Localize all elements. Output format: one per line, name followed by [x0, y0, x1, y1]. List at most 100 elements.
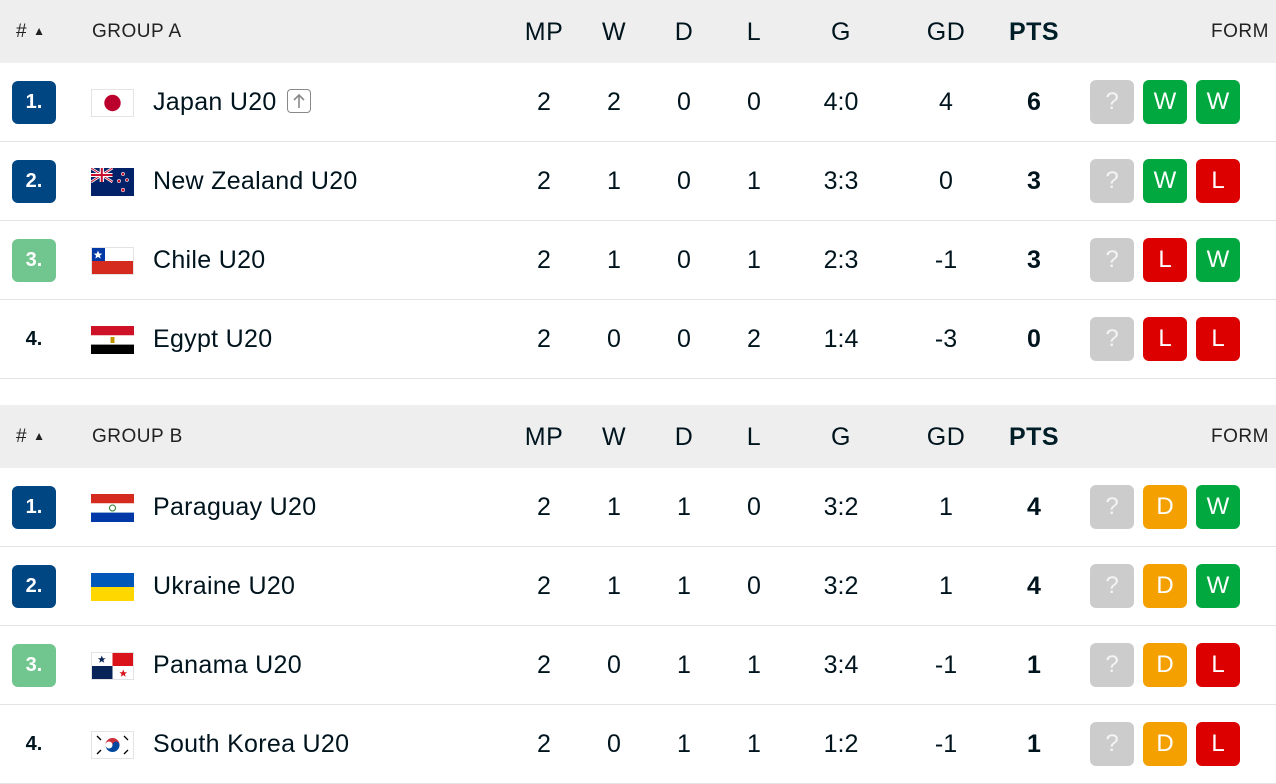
form-badge-upcoming[interactable]: ?: [1090, 564, 1134, 608]
table-row[interactable]: 4. Egypt U20 2 0 0 2 1:4 -3 0 ? L L: [0, 300, 1276, 379]
form-badge-loss[interactable]: L: [1143, 238, 1187, 282]
cell-w: 1: [607, 572, 621, 600]
table-row[interactable]: 3. Chile U20 2 1 0 1 2:3 -1 3 ? L W: [0, 221, 1276, 300]
cell-w: 1: [607, 167, 621, 195]
cell-mp: 2: [537, 572, 551, 600]
rank-badge: 2.: [12, 160, 56, 203]
form-badge-draw[interactable]: D: [1143, 722, 1187, 766]
rank-badge: 3.: [12, 239, 56, 282]
col-mp[interactable]: MP: [524, 423, 564, 451]
form-badge-win[interactable]: W: [1143, 159, 1187, 203]
cell-goals: 2:3: [823, 246, 859, 274]
cell-w: 2: [607, 88, 621, 116]
col-g[interactable]: G: [831, 423, 851, 451]
table-row[interactable]: 2. Ukraine U20 2 1 1 0 3:2 1 4 ? D W: [0, 547, 1276, 626]
cell-d: 1: [677, 730, 691, 758]
team-name-link[interactable]: Egypt U20: [153, 325, 273, 353]
cell-pts: 6: [1027, 88, 1041, 116]
table-row[interactable]: 1. Japan U20 2 2 0 0 4:0 4 6 ? W W: [0, 63, 1276, 142]
table-row[interactable]: 2. New Zealand U20 2 1 0 1 3:3 0 3 ? W L: [0, 142, 1276, 221]
form-badge-loss[interactable]: L: [1196, 159, 1240, 203]
form-badge-upcoming[interactable]: ?: [1090, 238, 1134, 282]
form-badge-win[interactable]: W: [1196, 485, 1240, 529]
col-mp[interactable]: MP: [524, 18, 564, 46]
cell-l: 0: [747, 572, 761, 600]
form-badge-draw[interactable]: D: [1143, 564, 1187, 608]
form-badge-win[interactable]: W: [1196, 564, 1240, 608]
sort-rank-header[interactable]: # ▲: [16, 426, 46, 447]
cell-w: 1: [607, 493, 621, 521]
col-d[interactable]: D: [674, 18, 694, 46]
group-a-table: # ▲ GROUP A MP W D L G GD PTS FORM 1. Jap…: [0, 0, 1276, 379]
table-header: # ▲ GROUP A MP W D L G GD PTS FORM: [0, 0, 1276, 63]
cell-l: 1: [747, 651, 761, 679]
col-l[interactable]: L: [746, 423, 762, 451]
team-name-link[interactable]: Ukraine U20: [153, 572, 296, 600]
form-badge-upcoming[interactable]: ?: [1090, 80, 1134, 124]
flag-panama: [91, 652, 134, 680]
form-badge-loss[interactable]: L: [1196, 317, 1240, 361]
flag-chile: [91, 247, 134, 275]
col-form: FORM: [1211, 21, 1269, 42]
cell-gd: -1: [934, 651, 958, 679]
cell-goals: 4:0: [823, 88, 859, 116]
cell-w: 0: [607, 325, 621, 353]
team-name-link[interactable]: Japan U20: [153, 63, 311, 142]
form-badge-win[interactable]: W: [1196, 80, 1240, 124]
form-strip: ? D W: [1090, 564, 1249, 609]
flag-paraguay: [91, 494, 134, 522]
cell-l: 1: [747, 167, 761, 195]
col-pts[interactable]: PTS: [1008, 18, 1060, 46]
col-pts[interactable]: PTS: [1008, 423, 1060, 451]
col-w[interactable]: W: [601, 423, 627, 451]
rank-badge: 3.: [12, 644, 56, 687]
table-row[interactable]: 1. Paraguay U20 2 1 1 0 3:2 1 4 ? D W: [0, 468, 1276, 547]
col-w[interactable]: W: [601, 18, 627, 46]
cell-pts: 4: [1027, 572, 1041, 600]
cell-goals: 1:2: [823, 730, 859, 758]
cell-gd: 1: [939, 572, 953, 600]
form-badge-draw[interactable]: D: [1143, 485, 1187, 529]
form-badge-loss[interactable]: L: [1143, 317, 1187, 361]
form-badge-draw[interactable]: D: [1143, 643, 1187, 687]
form-badge-loss[interactable]: L: [1196, 643, 1240, 687]
team-name-link[interactable]: Chile U20: [153, 246, 266, 274]
col-l[interactable]: L: [746, 18, 762, 46]
team-name-link[interactable]: South Korea U20: [153, 730, 350, 758]
cell-pts: 1: [1027, 651, 1041, 679]
col-d[interactable]: D: [674, 423, 694, 451]
team-name-link[interactable]: New Zealand U20: [153, 167, 358, 195]
rank-badge: 4.: [25, 733, 43, 755]
form-badge-upcoming[interactable]: ?: [1090, 159, 1134, 203]
form-badge-loss[interactable]: L: [1196, 722, 1240, 766]
cell-pts: 3: [1027, 167, 1041, 195]
cell-l: 0: [747, 88, 761, 116]
cell-d: 0: [677, 246, 691, 274]
team-name-link[interactable]: Paraguay U20: [153, 493, 317, 521]
table-row[interactable]: 4. South Korea U20 2 0 1 1 1:2 -1 1 ? D L: [0, 705, 1276, 784]
cell-gd: -1: [934, 246, 958, 274]
table-row[interactable]: 3. Panama U20 2 0 1 1 3:4 -1 1 ? D L: [0, 626, 1276, 705]
cell-gd: -3: [934, 325, 958, 353]
cell-w: 0: [607, 651, 621, 679]
sort-rank-header[interactable]: # ▲: [16, 21, 46, 42]
form-badge-win[interactable]: W: [1143, 80, 1187, 124]
cell-gd: -1: [934, 730, 958, 758]
col-g[interactable]: G: [831, 18, 851, 46]
cell-gd: 1: [939, 493, 953, 521]
form-badge-upcoming[interactable]: ?: [1090, 317, 1134, 361]
form-badge-upcoming[interactable]: ?: [1090, 722, 1134, 766]
form-badge-upcoming[interactable]: ?: [1090, 485, 1134, 529]
group-b-table: # ▲ GROUP B MP W D L G GD PTS FORM 1. Par…: [0, 405, 1276, 784]
rank-badge: 2.: [12, 565, 56, 608]
col-gd[interactable]: GD: [926, 423, 966, 451]
cell-d: 0: [677, 167, 691, 195]
team-name-link[interactable]: Panama U20: [153, 651, 302, 679]
cell-goals: 3:3: [823, 167, 859, 195]
cell-w: 0: [607, 730, 621, 758]
cell-pts: 3: [1027, 246, 1041, 274]
col-gd[interactable]: GD: [926, 18, 966, 46]
table-header: # ▲ GROUP B MP W D L G GD PTS FORM: [0, 405, 1276, 468]
form-badge-win[interactable]: W: [1196, 238, 1240, 282]
form-badge-upcoming[interactable]: ?: [1090, 643, 1134, 687]
